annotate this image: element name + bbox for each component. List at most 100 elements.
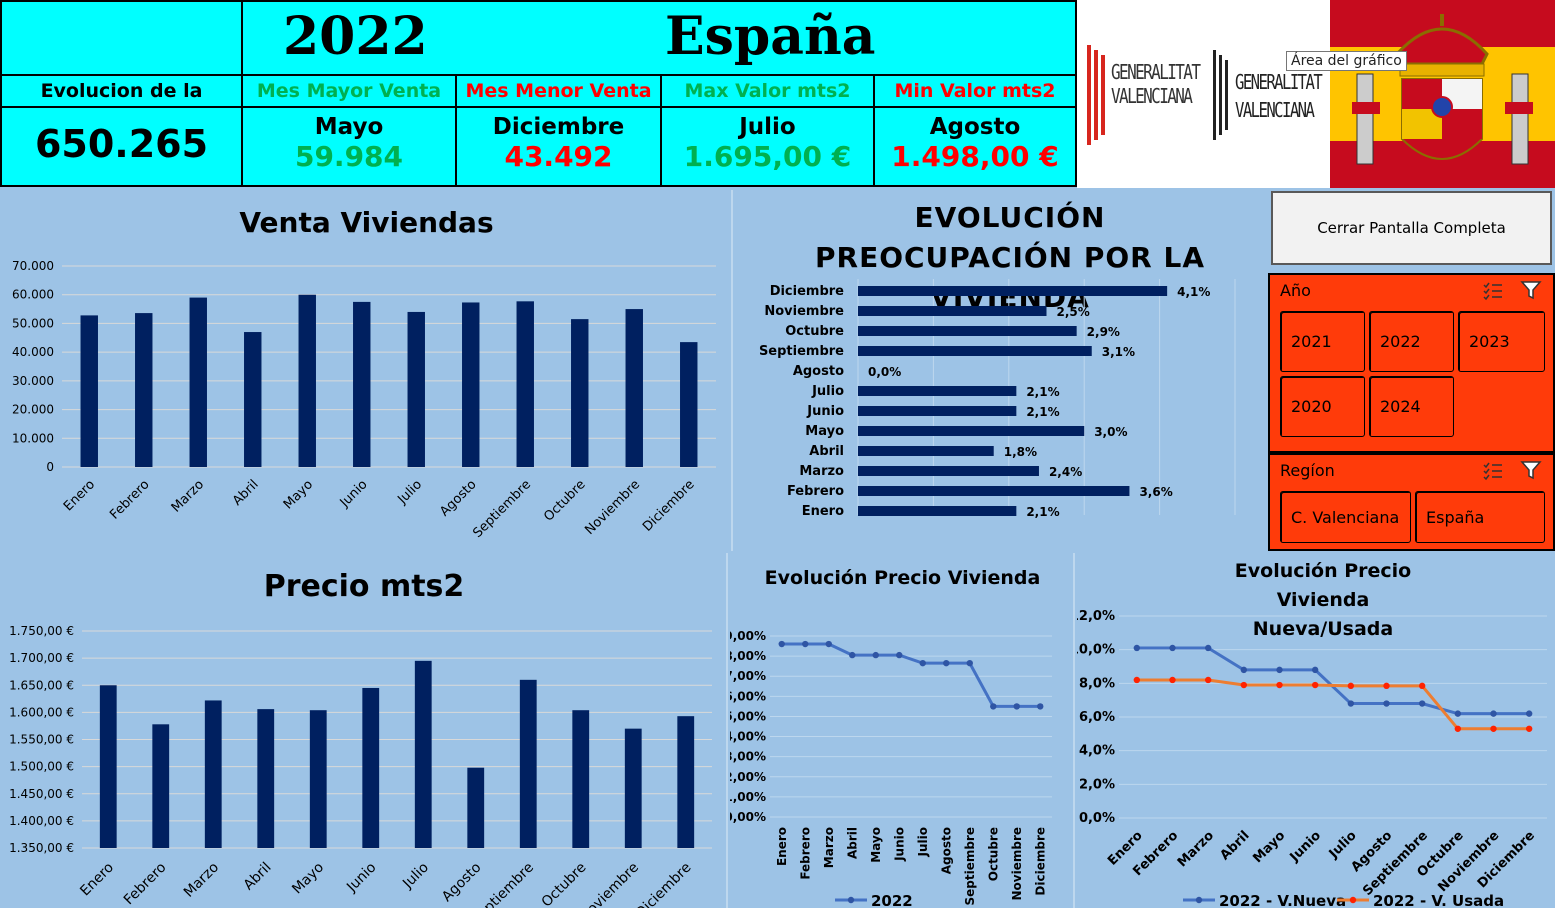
y-tick-label: 4,0% bbox=[1079, 744, 1115, 759]
data-point bbox=[1311, 666, 1319, 674]
y-tick-label: 40.000 bbox=[12, 345, 54, 359]
sales-chart-panel[interactable]: Venta Viviendas 0 10.000 20.000 30.000 40.00… bbox=[0, 190, 733, 551]
x-tick-label: Enero bbox=[61, 477, 98, 514]
price-chart-title: Precio mts2 bbox=[263, 569, 465, 604]
y-tick-label: Noviembre bbox=[764, 304, 844, 319]
total-card: 650.265 bbox=[0, 106, 243, 187]
y-tick-label: 8,00% bbox=[730, 649, 766, 663]
y-tick-label: 0,0% bbox=[1079, 811, 1115, 826]
data-point bbox=[919, 659, 926, 667]
data-label: 2,5% bbox=[1057, 305, 1090, 319]
y-tick-label: 10,0% bbox=[1077, 643, 1115, 658]
nu-chart-title: Evolución Precio Vivienda Nueva/Usada bbox=[1234, 560, 1412, 640]
nu-chart-panel[interactable]: Evolución Precio Vivienda Nueva/Usada 0,… bbox=[1077, 553, 1555, 908]
bar bbox=[858, 426, 1085, 436]
evo-chart-panel[interactable]: Evolución Precio Vivienda 0,00% 1,00% 2,00… bbox=[730, 553, 1075, 908]
data-point bbox=[1347, 700, 1355, 707]
x-tick-label: Diciembre bbox=[1033, 827, 1047, 896]
year-slicer-item[interactable]: 2024 bbox=[1369, 376, 1454, 437]
series-line bbox=[1136, 678, 1530, 731]
x-tick-label: Octubre bbox=[539, 860, 590, 908]
bar bbox=[516, 301, 534, 467]
data-point bbox=[802, 640, 809, 648]
data-point bbox=[1490, 725, 1497, 732]
y-tick-label: 1.550,00 € bbox=[9, 733, 74, 747]
x-tick-label: Septiembre bbox=[470, 477, 534, 541]
bar bbox=[467, 767, 485, 848]
data-point bbox=[1454, 710, 1462, 717]
x-tick-label: Abril bbox=[241, 860, 275, 894]
y-tick-label: 4,00% bbox=[730, 730, 766, 744]
data-point bbox=[1347, 682, 1355, 690]
min-sales-label: Mes Menor Venta bbox=[455, 74, 662, 108]
sales-chart: 0 10.000 20.000 30.000 40.000 50.000 60.000 70.… bbox=[12, 259, 716, 541]
bar bbox=[858, 486, 1130, 496]
y-tick-label: 6,0% bbox=[1079, 710, 1115, 725]
data-point bbox=[1013, 703, 1020, 710]
y-tick-label: 2,00% bbox=[730, 770, 766, 784]
data-point bbox=[849, 651, 856, 659]
data-label: 2,1% bbox=[1026, 405, 1059, 419]
clear-filter-icon[interactable] bbox=[1520, 280, 1542, 300]
x-tick-label: Diciembre bbox=[640, 477, 698, 535]
data-point bbox=[1204, 644, 1212, 652]
y-tick-label: 20.000 bbox=[12, 403, 54, 417]
bar bbox=[858, 286, 1168, 296]
y-tick-label: Octubre bbox=[785, 324, 844, 339]
close-fullscreen-button[interactable]: Cerrar Pantalla Completa bbox=[1271, 191, 1552, 265]
region-slicer-item[interactable]: España bbox=[1415, 491, 1545, 543]
x-tick-label: Julio bbox=[916, 827, 930, 857]
x-tick-label: Abril bbox=[845, 827, 859, 859]
data-point bbox=[1454, 725, 1462, 732]
year-slicer-item[interactable]: 2020 bbox=[1280, 376, 1365, 437]
year-slicer-item[interactable]: 2023 bbox=[1458, 311, 1545, 372]
price-chart-panel[interactable]: Precio mts2 1.350,00 € 1.400,00 € 1.450,00… bbox=[0, 553, 728, 908]
region-slicer: Regíon C. Valenciana España bbox=[1268, 453, 1555, 551]
legend-marker bbox=[1349, 896, 1357, 904]
year-slicer-item[interactable]: 2021 bbox=[1280, 311, 1365, 372]
y-tick-label: Abril bbox=[809, 444, 844, 459]
max-sales-card: Mayo 59.984 bbox=[241, 106, 457, 187]
evo-chart: 0,00% 1,00% 2,00% 3,00% 4,00% 5,00% 6,00% 7,00%… bbox=[730, 629, 1052, 908]
bar bbox=[858, 406, 1017, 416]
worry-chart-panel[interactable]: EVOLUCIÓN PREOCUPACIÓN POR LA VIVIENDA D… bbox=[735, 190, 1268, 551]
data-label: 2,1% bbox=[1026, 505, 1059, 519]
y-tick-label: 1.500,00 € bbox=[9, 760, 74, 774]
multi-select-icon[interactable] bbox=[1482, 281, 1504, 301]
x-tick-label: Agosto bbox=[439, 860, 485, 906]
y-tick-label: Julio bbox=[811, 384, 844, 399]
max-m2-card: Julio 1.695,00 € bbox=[660, 106, 875, 187]
clear-filter-icon[interactable] bbox=[1520, 460, 1542, 480]
multi-select-icon[interactable] bbox=[1482, 461, 1504, 481]
y-tick-label: 1,00% bbox=[730, 790, 766, 804]
x-tick-label: Marzo bbox=[169, 477, 207, 515]
x-tick-label: Febrero bbox=[107, 477, 152, 522]
data-point bbox=[990, 703, 997, 710]
header-year-cell bbox=[0, 0, 243, 76]
max-sales-label: Mes Mayor Venta bbox=[241, 74, 457, 108]
gva-logo-text-1: GENERALITAT VALENCIANA bbox=[1111, 60, 1201, 108]
y-tick-label: 10.000 bbox=[12, 431, 54, 445]
gva-logo-icon-2 bbox=[1213, 50, 1228, 140]
region-slicer-item[interactable]: C. Valenciana bbox=[1280, 491, 1411, 543]
y-tick-label: 8,0% bbox=[1079, 676, 1115, 691]
data-point bbox=[896, 651, 903, 659]
year-slicer-item[interactable]: 2022 bbox=[1369, 311, 1454, 372]
x-tick-label: Abril bbox=[230, 477, 262, 509]
x-tick-label: Julio bbox=[394, 477, 425, 508]
data-label: 1,8% bbox=[1004, 445, 1037, 459]
legend-label: 2022 - V.Nueva bbox=[1219, 892, 1346, 908]
y-tick-label: 1.350,00 € bbox=[9, 841, 74, 855]
y-tick-label: 1.600,00 € bbox=[9, 705, 74, 719]
bar bbox=[858, 446, 994, 456]
bar bbox=[572, 710, 590, 848]
max-m2-month: Julio bbox=[739, 114, 796, 140]
header-title-bar: 2022 España bbox=[241, 0, 1077, 76]
data-point bbox=[1418, 682, 1426, 690]
bar bbox=[519, 679, 537, 848]
total-label: Evolucion de la Compra bbox=[0, 74, 243, 132]
bar bbox=[858, 506, 1017, 516]
x-tick-label: Febrero bbox=[798, 827, 812, 880]
data-label: 3,6% bbox=[1139, 485, 1172, 499]
gva-logo-text-2: GENERALITAT VALENCIANA bbox=[1235, 70, 1323, 122]
